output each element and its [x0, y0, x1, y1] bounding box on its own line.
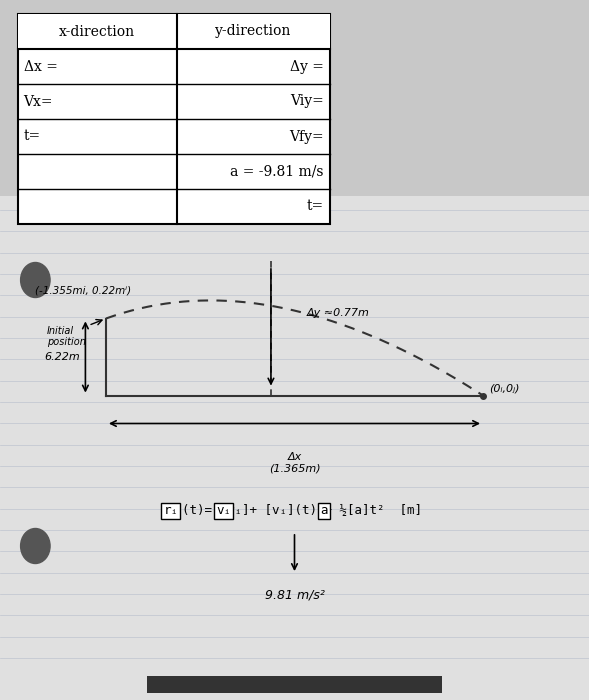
Text: t=: t= [24, 130, 41, 144]
Circle shape [21, 528, 50, 564]
Text: t=: t= [307, 199, 324, 213]
Text: a = -9.81 m/s: a = -9.81 m/s [230, 164, 324, 178]
Text: 6.22m: 6.22m [44, 352, 80, 362]
Text: Δy ≈0.77m: Δy ≈0.77m [306, 308, 369, 318]
Bar [18, 14, 330, 224]
Bar [0, 196, 589, 700]
Text: (0ᵢ,0ⱼ): (0ᵢ,0ⱼ) [489, 384, 519, 393]
Text: y-direction: y-direction [215, 25, 292, 38]
Text: a: a [320, 505, 327, 517]
Text: x-direction: x-direction [59, 25, 135, 38]
Text: rₑ(t)= [rᵢ]+ [vᵢ](t) + ½[a]t²  [m]: rₑ(t)= [rᵢ]+ [vᵢ](t) + ½[a]t² [m] [167, 505, 422, 517]
Text: vᵢ: vᵢ [216, 505, 231, 517]
Text: 9.81 m/s²: 9.81 m/s² [264, 589, 325, 601]
Text: Δy =: Δy = [290, 60, 324, 74]
Text: rᵢ: rᵢ [163, 505, 178, 517]
Text: (-1.355mi, 0.22mⁱ): (-1.355mi, 0.22mⁱ) [35, 286, 131, 295]
Text: Δx =: Δx = [24, 60, 58, 74]
Bar [147, 676, 442, 693]
Text: Viy=: Viy= [290, 94, 324, 108]
Text: Vfy=: Vfy= [289, 130, 324, 144]
Text: Vx=: Vx= [24, 94, 53, 108]
Text: Initial
position: Initial position [47, 326, 86, 347]
Circle shape [21, 262, 50, 298]
Bar [18, 14, 330, 49]
Text: Δx
(1.365m): Δx (1.365m) [269, 452, 320, 473]
